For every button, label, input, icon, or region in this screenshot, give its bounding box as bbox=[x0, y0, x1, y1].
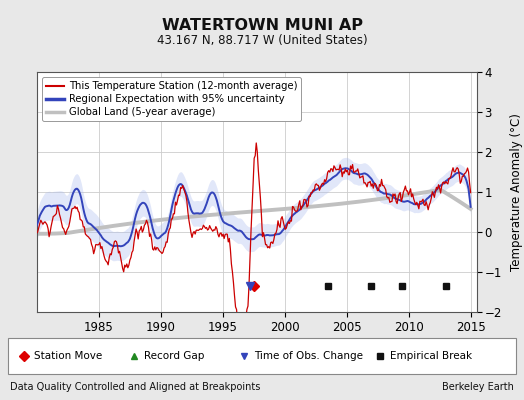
Text: Station Move: Station Move bbox=[34, 351, 102, 361]
Text: 43.167 N, 88.717 W (United States): 43.167 N, 88.717 W (United States) bbox=[157, 34, 367, 47]
Text: Record Gap: Record Gap bbox=[144, 351, 204, 361]
Text: Empirical Break: Empirical Break bbox=[390, 351, 473, 361]
Text: WATERTOWN MUNI AP: WATERTOWN MUNI AP bbox=[161, 18, 363, 33]
Legend: This Temperature Station (12-month average), Regional Expectation with 95% uncer: This Temperature Station (12-month avera… bbox=[42, 77, 301, 121]
Text: Berkeley Earth: Berkeley Earth bbox=[442, 382, 514, 392]
Text: Time of Obs. Change: Time of Obs. Change bbox=[254, 351, 363, 361]
Text: Data Quality Controlled and Aligned at Breakpoints: Data Quality Controlled and Aligned at B… bbox=[10, 382, 261, 392]
Y-axis label: Temperature Anomaly (°C): Temperature Anomaly (°C) bbox=[510, 113, 523, 271]
